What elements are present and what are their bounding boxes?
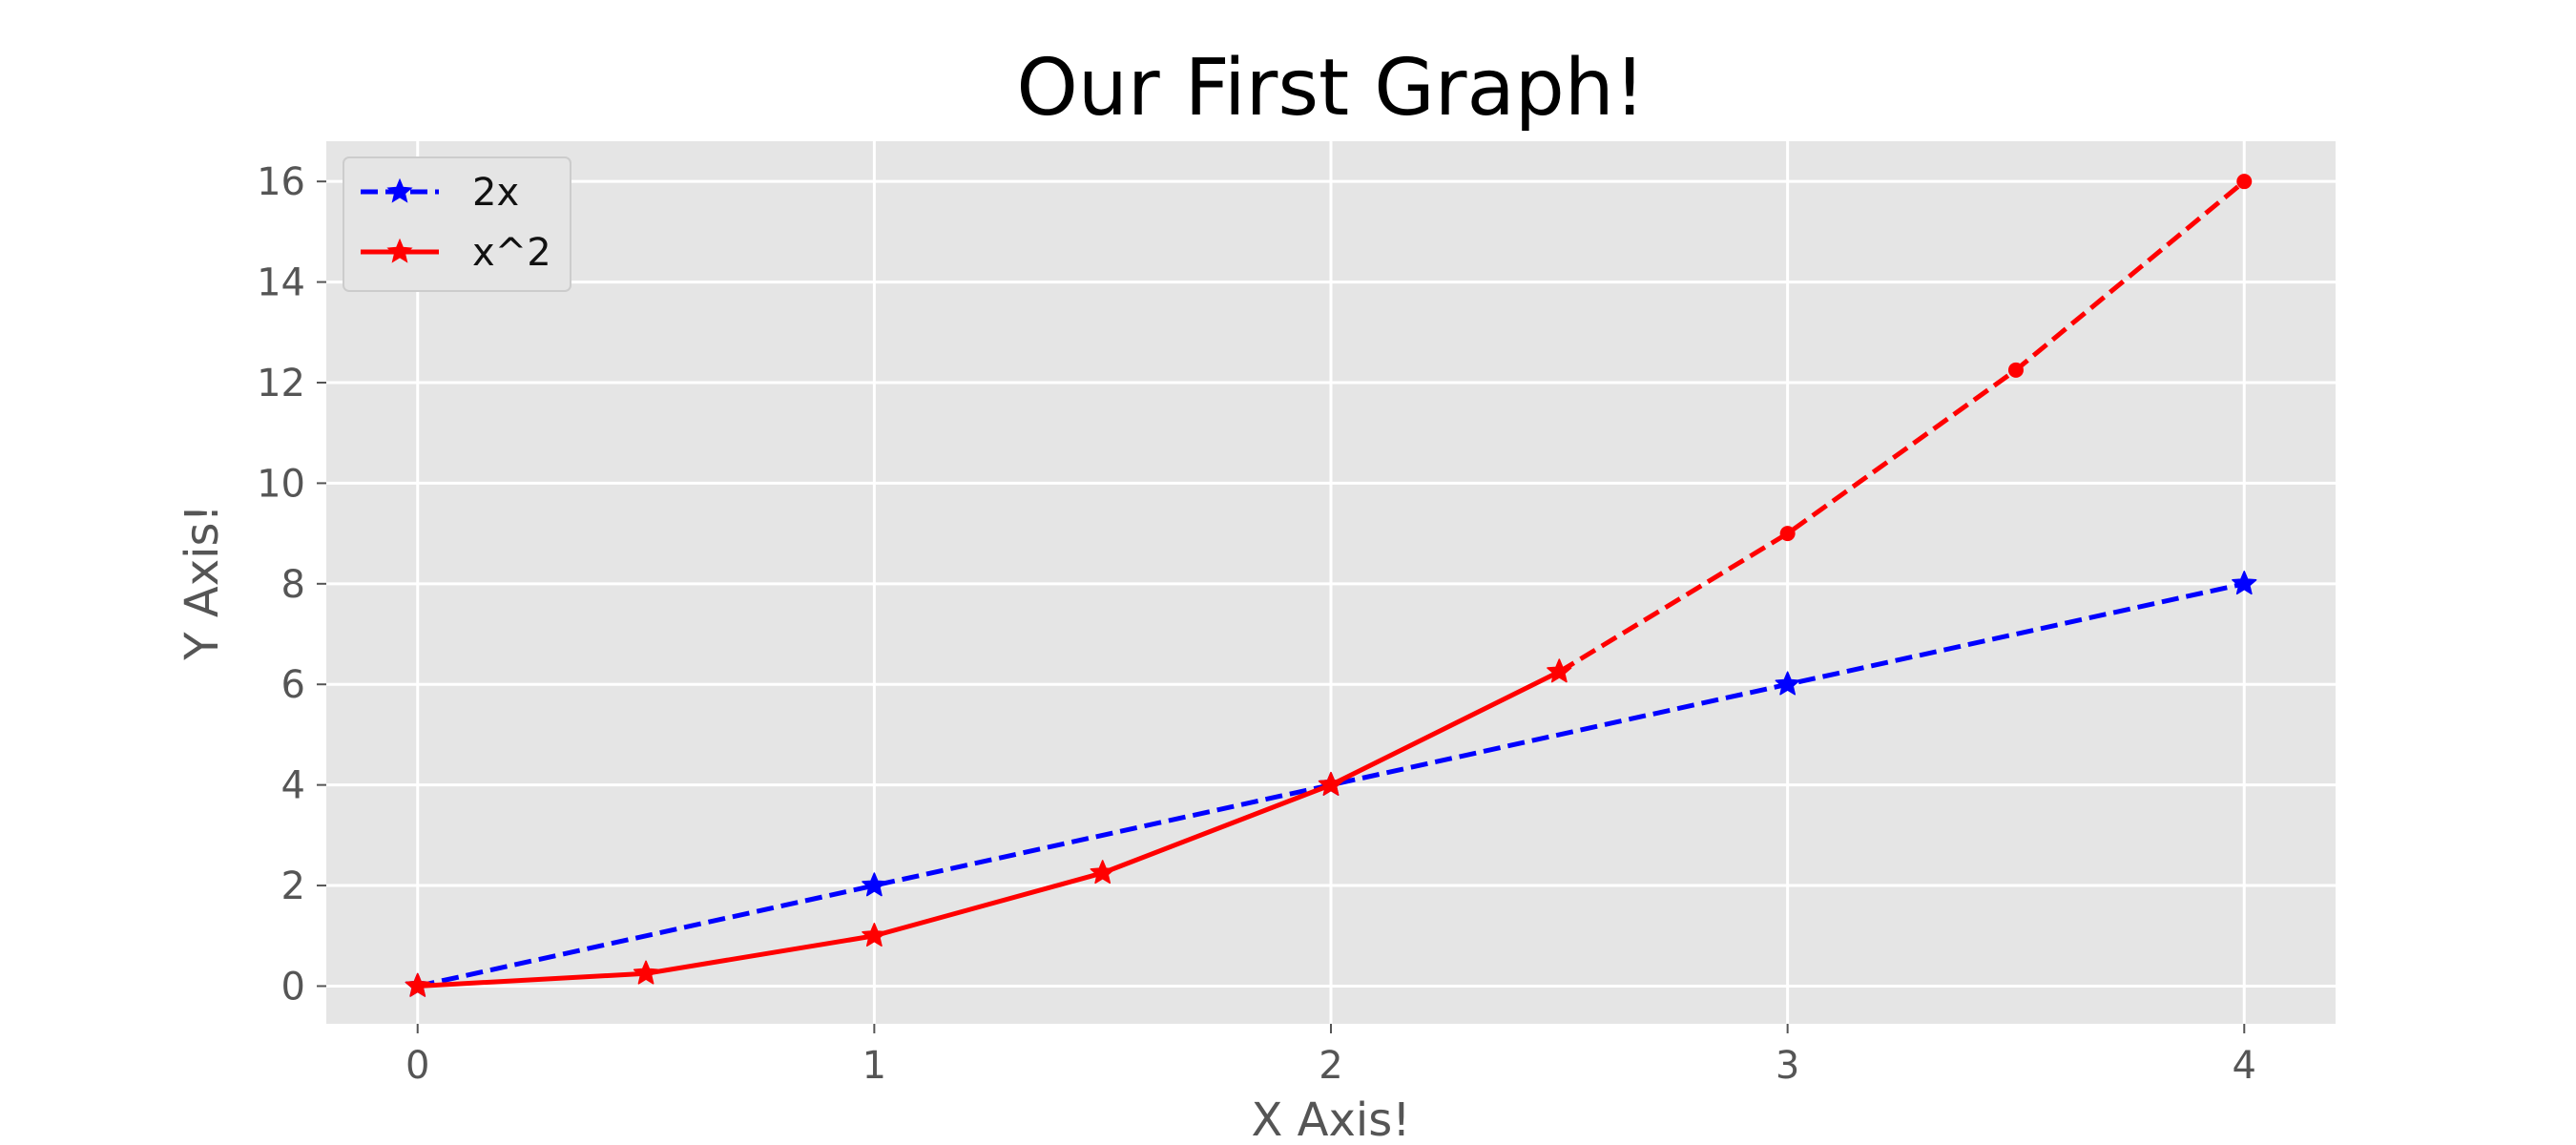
series-layer [405,174,2257,997]
x-tick-label-4: 4 [2233,1044,2256,1088]
chart-title: Our First Graph! [1016,43,1645,134]
x-tick-label-2: 2 [1319,1044,1342,1088]
x-tick-label-0: 0 [405,1044,429,1088]
x-tick-label-3: 3 [1776,1044,1799,1088]
series-1-point-0 [405,972,430,997]
series-2-point-1 [2007,362,2024,378]
series-1 [405,658,1572,997]
y-tick-label-16: 16 [257,160,305,204]
x-axis-label: X Axis! [1252,1093,1411,1145]
y-axis-label: Y Axis! [176,504,229,660]
series-0-point-1 [862,872,887,897]
legend-label-x-squared: x^2 [472,231,551,275]
y-tick-label-14: 14 [257,261,305,305]
series-2-point-2 [2236,174,2253,190]
x-tick-label-1: 1 [862,1044,886,1088]
legend-marker-x-squared [386,238,413,263]
y-tick-label-0: 0 [281,965,305,1009]
series-0-point-3 [1775,671,1800,696]
y-tick-label-10: 10 [257,462,305,506]
series-line-0 [417,581,2245,989]
series-1-point-3 [1090,860,1115,885]
series-1-point-1 [633,960,659,985]
y-tick-label-2: 2 [281,864,305,908]
series-line-2 [1558,179,2246,675]
y-tick-label-6: 6 [281,663,305,707]
series-2-point-0 [1779,526,1796,542]
legend-label-2x: 2x [472,171,519,215]
series-0-point-4 [2232,571,2257,595]
y-tick-label-4: 4 [281,764,305,808]
series-2 [1558,174,2253,675]
legend-marker-2x [386,177,413,203]
series-line-1 [417,669,1561,989]
y-tick-label-8: 8 [281,563,305,607]
series-1-point-4 [1318,771,1344,796]
series-1-point-2 [862,923,887,947]
legend: 2x x^2 [343,156,571,292]
y-tick-label-12: 12 [257,362,305,406]
